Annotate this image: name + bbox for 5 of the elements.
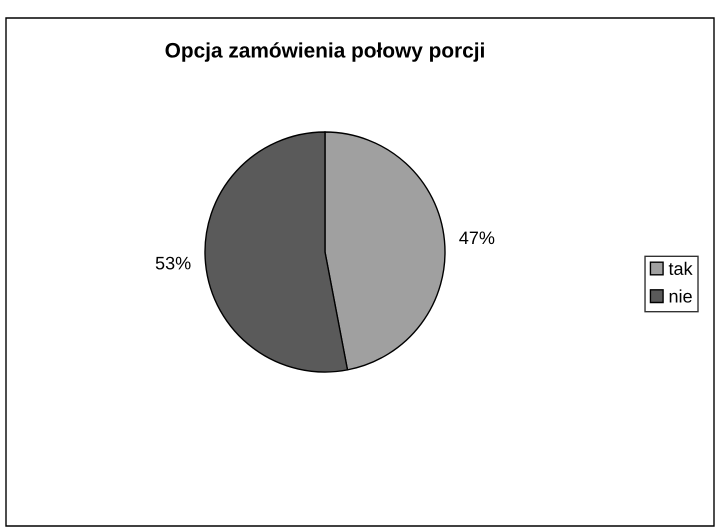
data-label: 53% <box>156 256 191 270</box>
legend-label: tak <box>668 262 693 276</box>
legend-label: nie <box>670 289 692 303</box>
chart-title: Opcja zamówienia połowy porcji <box>166 42 484 62</box>
data-label: 47% <box>459 231 494 244</box>
